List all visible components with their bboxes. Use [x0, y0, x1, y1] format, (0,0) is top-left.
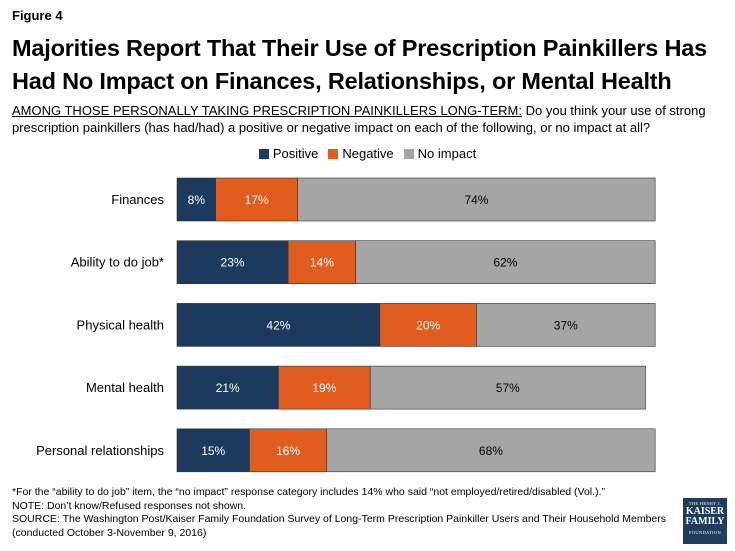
data-label-negative-finances: 17% — [245, 193, 269, 207]
bar-no-impact-mental-health — [369, 365, 646, 410]
chart-legend: Positive Negative No impact — [0, 146, 735, 161]
data-label-no-impact-ability-to-do-job: 62% — [493, 256, 517, 270]
bar-no-impact-physical-health — [476, 303, 656, 347]
data-label-positive-physical-health: 42% — [266, 318, 290, 332]
legend-item-positive: Positive — [258, 146, 319, 161]
survey-question: AMONG THOSE PERSONALLY TAKING PRESCRIPTI… — [12, 102, 724, 136]
legend-swatch-negative — [328, 148, 339, 159]
bar-negative-mental-health — [278, 365, 371, 410]
data-label-no-impact-mental-health: 57% — [496, 381, 520, 395]
legend-item-no-impact: No impact — [403, 146, 477, 161]
figure-label: Figure 4 — [12, 8, 63, 23]
footnote-dates: (conducted October 3-November 9, 2016) — [12, 526, 207, 539]
legend-swatch-no-impact — [403, 148, 414, 159]
legend-label-no-impact: No impact — [417, 146, 477, 161]
footnote-asterisk: *For the “ability to do job” item, the “… — [12, 486, 605, 498]
chart-title: Majorities Report That Their Use of Pres… — [12, 32, 727, 98]
question-lead: AMONG THOSE PERSONALLY TAKING PRESCRIPTI… — [12, 103, 523, 118]
question-text: Do you think your use of strong prescrip… — [12, 103, 706, 135]
bar-positive-finances — [176, 177, 216, 222]
bar-negative-finances — [215, 177, 299, 222]
bar-no-impact-personal-relationships — [326, 428, 656, 473]
category-label-physical-health: Physical health — [77, 317, 164, 332]
legend-label-negative: Negative — [342, 146, 394, 161]
kff-logo: THE HENRY J. KAISER FAMILY FOUNDATION — [683, 498, 727, 544]
data-label-no-impact-physical-health: 37% — [554, 318, 578, 332]
data-label-no-impact-personal-relationships: 68% — [479, 444, 503, 458]
data-label-negative-mental-health: 19% — [312, 381, 336, 395]
bar-negative-physical-health — [379, 303, 477, 347]
bar-negative-personal-relationships — [249, 428, 328, 473]
category-label-personal-relationships: Personal relationships — [36, 443, 164, 458]
bar-no-impact-finances — [297, 177, 656, 222]
bar-negative-ability-to-do-job — [287, 240, 357, 284]
legend-label-positive: Positive — [272, 146, 319, 161]
data-label-negative-ability-to-do-job: 14% — [310, 256, 334, 270]
bar-positive-ability-to-do-job — [176, 240, 289, 284]
bar-no-impact-ability-to-do-job — [355, 240, 656, 284]
legend-swatch-positive — [258, 148, 269, 159]
data-label-positive-mental-health: 21% — [216, 381, 240, 395]
logo-line-3: FAMILY — [685, 516, 725, 527]
category-label-finances: Finances — [111, 192, 164, 207]
logo-line-1: THE HENRY J. — [688, 501, 722, 506]
chart-title-line-1: Majorities Report That Their Use of Pres… — [12, 35, 707, 61]
logo-line-2: KAISER — [685, 506, 725, 517]
data-label-positive-finances: 8% — [188, 193, 206, 207]
category-label-mental-health: Mental health — [86, 380, 164, 395]
category-label-ability-to-do-job: Ability to do job* — [71, 255, 164, 270]
footnotes: *For the “ability to do job” item, the “… — [12, 486, 672, 540]
logo-line-4: FOUNDATION — [689, 530, 721, 535]
bar-positive-personal-relationships — [176, 428, 250, 473]
chart-title-line-2: Had No Impact on Finances, Relationships… — [12, 68, 672, 94]
data-label-no-impact-finances: 74% — [464, 193, 488, 207]
data-label-negative-personal-relationships: 16% — [276, 444, 300, 458]
data-label-positive-personal-relationships: 15% — [201, 444, 225, 458]
data-label-negative-physical-health: 20% — [416, 318, 440, 332]
bar-positive-physical-health — [176, 303, 381, 347]
footnote-note: NOTE: Don’t know/Refused responses not s… — [12, 499, 247, 512]
bar-positive-mental-health — [176, 365, 279, 410]
data-label-positive-ability-to-do-job: 23% — [221, 256, 245, 270]
footnote-source: SOURCE: The Washington Post/Kaiser Famil… — [12, 513, 666, 525]
legend-item-negative: Negative — [328, 146, 394, 161]
